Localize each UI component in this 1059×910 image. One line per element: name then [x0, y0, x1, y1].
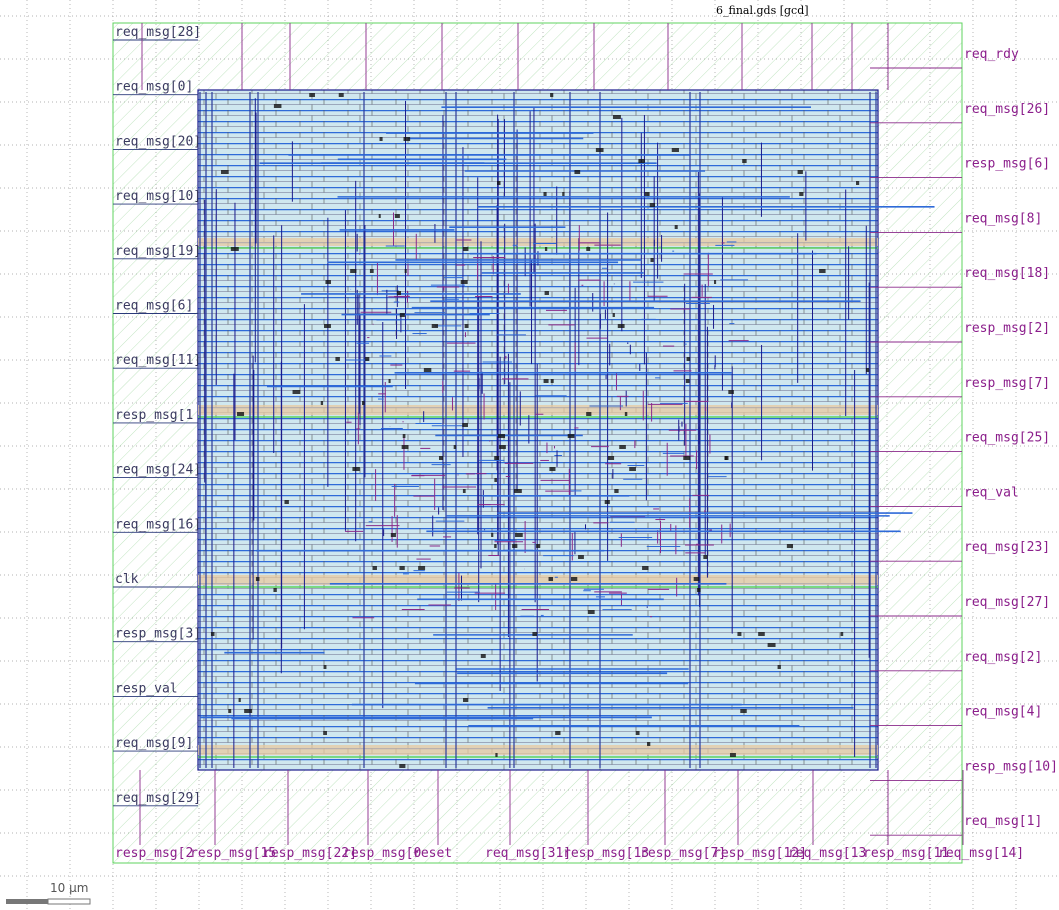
pin-label-right: resp_msg[10] — [964, 759, 1058, 774]
layout-title: 6_final.gds [gcd] — [716, 4, 809, 17]
pin-label-bottom: req_msg[14] — [938, 846, 1024, 861]
pin-label-bottom: resp_msg[0 — [343, 846, 421, 861]
pin-label-bottom: resp_msg[22] — [263, 846, 357, 861]
pin-label-bottom: reset — [413, 846, 452, 861]
pin-label-left: resp_msg[3] — [115, 627, 201, 642]
pin-label-right: resp_msg[2] — [964, 321, 1050, 336]
scale-bar-label: 10 μm — [50, 881, 88, 895]
pin-label-bottom: req_msg[31] — [485, 846, 571, 861]
bottom-pin-labels: resp_msg[2resp_msg[15resp_msg[22]resp_ms… — [115, 846, 1024, 861]
pin-label-left: req_msg[28] — [115, 25, 201, 40]
pin-label-left: resp_msg[1 — [115, 408, 193, 423]
pin-label-left: req_msg[29] — [115, 791, 201, 806]
pin-label-left: req_msg[11] — [115, 353, 201, 368]
left-pin-labels: req_msg[28] req_msg[0] req_msg[20] req_msg[… — [115, 25, 201, 806]
pin-label-left: req_msg[16] — [115, 517, 201, 532]
pin-label-left: req_msg[24] — [115, 463, 201, 478]
pin-label-left: clk — [115, 572, 139, 587]
pin-label-bottom: resp_msg[2 — [115, 846, 193, 861]
core-area — [197, 89, 935, 771]
pin-label-right: req_msg[25] — [964, 431, 1050, 446]
pin-label-bottom: resp_msg[7] — [640, 846, 726, 861]
pin-label-right: req_msg[18] — [964, 266, 1050, 281]
pin-label-left: req_msg[9] — [115, 736, 193, 751]
signal-routing — [200, 106, 935, 727]
pin-label-right: req_rdy — [964, 47, 1019, 62]
pin-wires — [113, 23, 964, 845]
scale-bar: 10 μm — [6, 881, 91, 905]
pin-label-left: req_msg[20] — [115, 134, 201, 149]
pin-label-bottom: resp_msg[13 — [563, 846, 649, 861]
pin-label-right: resp_msg[6] — [964, 157, 1050, 172]
pin-label-left: req_msg[6] — [115, 299, 193, 314]
pin-label-right: req_msg[27] — [964, 595, 1050, 610]
dense-standard-cells — [210, 93, 870, 768]
pin-label-right: req_msg[1] — [964, 814, 1042, 829]
pin-label-right: resp_msg[7] — [964, 376, 1050, 391]
pin-label-bottom: resp_msg[12] — [713, 846, 807, 861]
pin-label-right: req_msg[8] — [964, 211, 1042, 226]
pin-label-left: resp_val — [115, 681, 178, 696]
pin-label-right: req_val — [964, 485, 1019, 500]
pin-label-left: req_msg[0] — [115, 80, 193, 95]
power-stripes — [198, 238, 878, 758]
pin-label-bottom: resp_msg[11 — [863, 846, 949, 861]
pin-label-left: req_msg[19] — [115, 244, 201, 259]
pin-label-right: req_msg[2] — [964, 650, 1042, 665]
pin-label-right: req_msg[26] — [964, 102, 1050, 117]
pin-label-bottom: req_msg[13 — [788, 846, 866, 861]
pin-label-bottom: resp_msg[15 — [190, 846, 276, 861]
pin-label-right: req_msg[4] — [964, 705, 1042, 720]
pin-label-right: req_msg[23] — [964, 540, 1050, 555]
right-pin-labels: req_rdy req_msg[26] resp_msg[6] req_msg[8]r… — [964, 47, 1058, 829]
pin-label-left: req_msg[10] — [115, 189, 201, 204]
